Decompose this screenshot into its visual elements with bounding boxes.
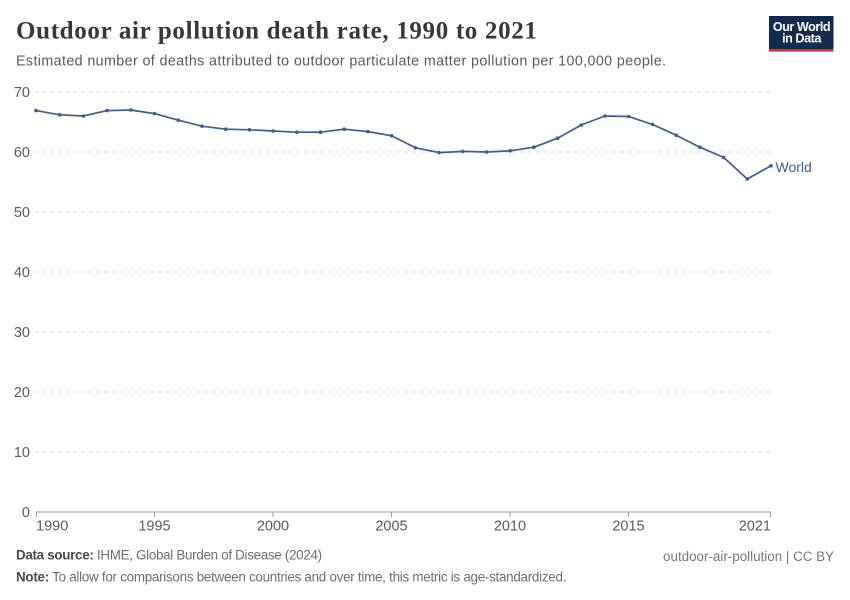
svg-text:2005: 2005	[375, 519, 407, 535]
svg-text:outdoor-air-pollution | CC BY: outdoor-air-pollution | CC BY	[663, 549, 834, 564]
svg-text:World: World	[776, 159, 812, 175]
svg-text:2010: 2010	[494, 519, 526, 535]
svg-text:60: 60	[14, 145, 30, 161]
svg-text:Estimated number of deaths att: Estimated number of deaths attributed to…	[16, 54, 666, 70]
svg-text:Our World: Our World	[773, 20, 830, 34]
svg-text:0: 0	[22, 505, 30, 521]
svg-text:Note: To allow for comparisons: Note: To allow for comparisons between c…	[16, 569, 566, 584]
svg-text:Data source: IHME, Global Burd: Data source: IHME, Global Burden of Dise…	[16, 548, 322, 563]
svg-text:2021: 2021	[739, 519, 771, 535]
svg-text:50: 50	[14, 205, 30, 221]
svg-text:1990: 1990	[36, 519, 68, 535]
svg-text:2000: 2000	[257, 519, 289, 535]
svg-text:10: 10	[14, 445, 30, 461]
svg-text:2015: 2015	[612, 519, 644, 535]
svg-text:70: 70	[14, 85, 30, 101]
svg-text:Outdoor air pollution death ra: Outdoor air pollution death rate, 1990 t…	[16, 18, 538, 45]
svg-text:40: 40	[14, 265, 30, 281]
svg-text:in Data: in Data	[782, 32, 822, 46]
svg-text:20: 20	[14, 385, 30, 401]
svg-text:30: 30	[14, 325, 30, 341]
svg-text:1995: 1995	[138, 519, 170, 535]
